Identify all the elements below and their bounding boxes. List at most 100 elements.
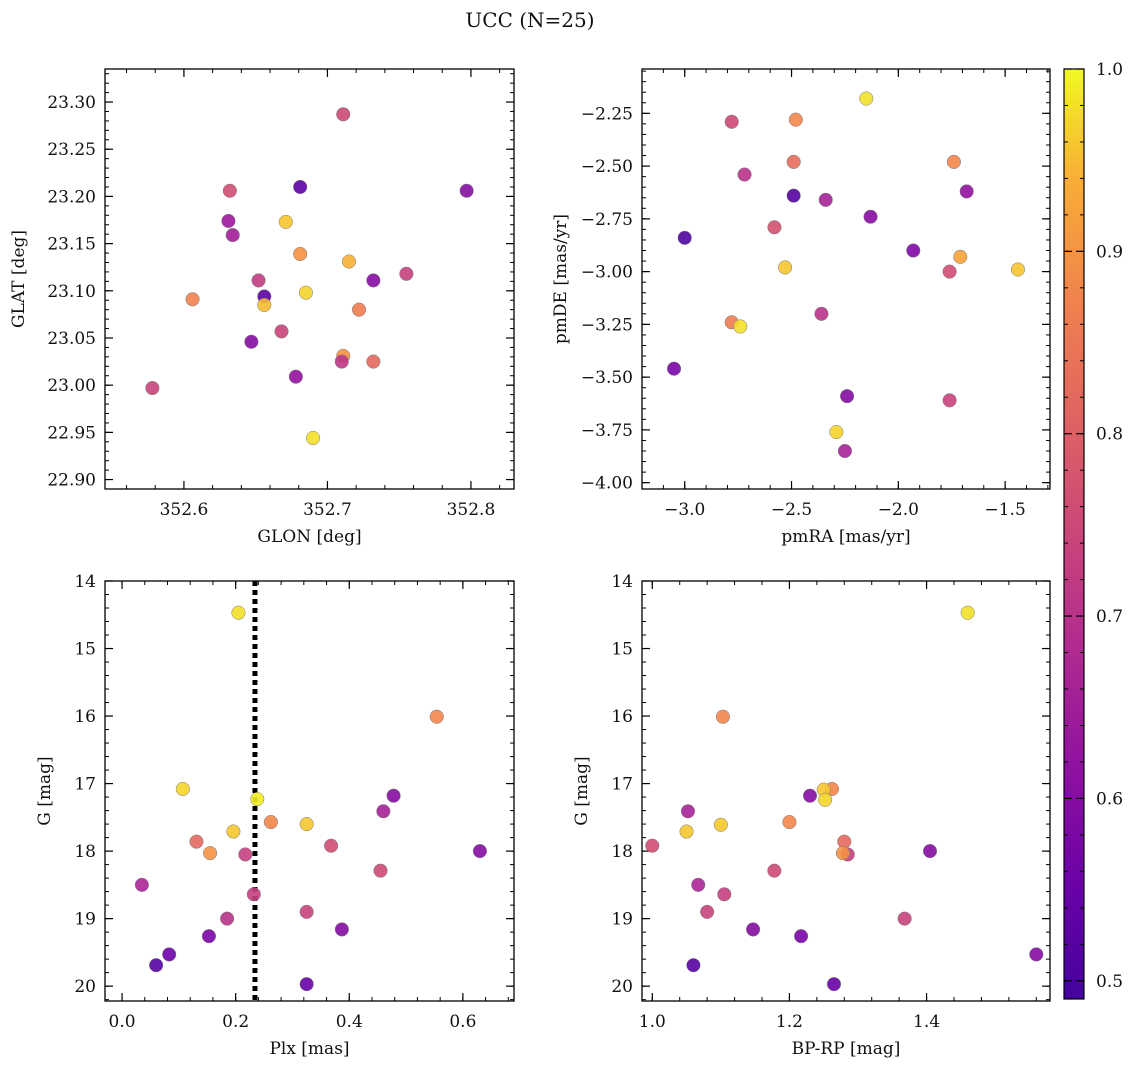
x-tick-label: −1.5 <box>985 500 1026 520</box>
x-tick-label: 352.7 <box>303 500 352 520</box>
x-tick-label: 1.2 <box>776 1012 803 1032</box>
scatter-point <box>906 243 921 258</box>
scatter-point <box>299 904 314 919</box>
y-tick-label: 20 <box>74 977 96 997</box>
scatter-point <box>306 430 321 446</box>
scatter-point <box>263 815 278 830</box>
scatter-point <box>246 887 261 902</box>
colorbar-tick-label: 0.9 <box>1096 242 1123 262</box>
scatter-point <box>225 228 240 243</box>
minor-ticks <box>105 69 514 489</box>
minor-ticks <box>641 69 1050 489</box>
scatter-point <box>788 112 803 127</box>
scatter-points <box>145 107 474 446</box>
scatter-point <box>818 792 833 807</box>
axes-frame <box>104 68 515 490</box>
scatter-point <box>1029 947 1044 962</box>
scatter-panel-1: 352.6 352.7 352.8 22.90 22.95 23.00 23.05 23.10… <box>9 68 515 547</box>
scatter-point <box>336 107 351 122</box>
scatter-point <box>717 887 732 902</box>
scatter-point <box>724 114 739 129</box>
y-tick-label: 19 <box>74 910 96 930</box>
y-tick-label: 15 <box>74 640 96 660</box>
scatter-points <box>134 605 487 992</box>
scatter-point <box>814 306 829 321</box>
scatter-point <box>737 167 752 182</box>
scatter-point <box>162 947 177 962</box>
colorbar-tick-label: 1.0 <box>1096 60 1123 80</box>
scatter-point <box>942 264 957 279</box>
y-tick-label: −2.75 <box>581 210 633 230</box>
scatter-point <box>226 824 241 839</box>
scatter-point <box>351 302 367 317</box>
y-tick-label: 22.95 <box>47 423 96 443</box>
y-tick-label: 16 <box>74 707 96 727</box>
colorbar-tick-label: 0.6 <box>1096 789 1123 809</box>
scatter-point <box>220 911 235 926</box>
scatter-point <box>149 958 164 973</box>
y-axis-label: pmDE [mas/yr] <box>551 214 571 344</box>
scatter-point <box>429 709 444 724</box>
scatter-point <box>782 815 797 830</box>
scatter-point <box>700 904 715 919</box>
y-tick-label: −2.50 <box>581 157 633 177</box>
scatter-point <box>794 929 809 944</box>
scatter-point <box>134 877 149 892</box>
scatter-point <box>298 285 313 300</box>
scatter-points <box>666 91 1026 459</box>
scatter-point <box>231 605 246 620</box>
y-tick-label: 18 <box>611 842 633 862</box>
scatter-point <box>715 709 730 724</box>
scatter-point <box>257 297 272 313</box>
y-tick-label: −4.00 <box>581 474 633 494</box>
scatter-point <box>733 319 748 334</box>
y-tick-label: 19 <box>611 910 633 930</box>
scatter-point <box>897 911 912 926</box>
scatter-point <box>145 380 160 396</box>
scatter-panel-3: 0.0 0.2 0.4 0.6 14 15 16 17 18 19 20 Plx [mas] G [ma… <box>35 572 515 1059</box>
scatter-point <box>293 179 308 195</box>
scatter-point <box>334 354 349 369</box>
figure-title: UCC (N=25) <box>465 8 594 32</box>
scatter-point <box>472 844 487 859</box>
scatter-point <box>189 834 204 849</box>
y-tick-label: 14 <box>611 572 633 592</box>
y-tick-label: 23.10 <box>47 282 96 302</box>
scatter-point <box>299 977 314 992</box>
scatter-panel-4: 1.0 1.2 1.4 14 15 16 17 18 19 20 BP-RP [mag] G [mag… <box>572 572 1051 1059</box>
scatter-point <box>786 188 801 203</box>
scatter-point <box>373 863 388 878</box>
scatter-point <box>922 844 938 859</box>
scatter-point <box>293 246 308 262</box>
scatter-point <box>341 254 357 269</box>
x-tick-label: −2.0 <box>878 500 919 520</box>
scatter-point <box>645 838 660 853</box>
y-tick-label: −3.25 <box>581 315 633 335</box>
y-tick-label: 17 <box>611 775 633 795</box>
scatter-point <box>802 788 818 803</box>
y-tick-label: 23.00 <box>47 376 96 396</box>
scatter-point <box>837 443 852 459</box>
x-tick-label: 0.4 <box>336 1012 363 1032</box>
x-tick-label: 1.4 <box>913 1012 940 1032</box>
scatter-point <box>175 781 190 797</box>
scatter-point <box>221 213 236 229</box>
scatter-point <box>399 266 414 281</box>
scatter-point <box>953 249 968 264</box>
minor-ticks <box>642 580 1050 1001</box>
x-axis-label: pmRA [mas/yr] <box>781 527 910 547</box>
x-axis-label: GLON [deg] <box>257 527 361 547</box>
axes-frame <box>641 68 1051 490</box>
scatter-point <box>185 292 200 307</box>
scatter-point <box>960 605 975 620</box>
scatter-point <box>244 334 259 349</box>
scatter-point <box>238 847 253 862</box>
y-tick-label: 23.30 <box>47 93 96 113</box>
colorbar-tick-label: 0.7 <box>1096 607 1123 627</box>
y-tick-label: 17 <box>74 775 96 795</box>
scatter-point <box>679 824 694 839</box>
scatter-point <box>859 91 874 106</box>
scatter-point <box>767 863 782 878</box>
scatter-point <box>203 846 218 861</box>
